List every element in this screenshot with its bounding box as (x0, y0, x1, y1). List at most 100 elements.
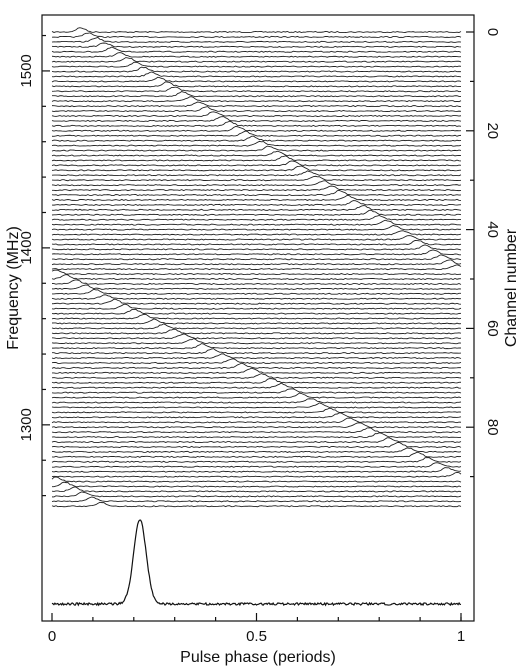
channel-trace-96 (51, 501, 462, 508)
channel-trace-26 (51, 155, 462, 162)
integrated-profile-group (51, 519, 462, 607)
channel-trace-47 (51, 259, 462, 266)
channel-trace-51 (51, 279, 462, 285)
axis-tick-labels: 0 0.5 1 1500 1400 1300 0 20 40 60 80 (18, 28, 501, 645)
channel-trace-17 (51, 111, 462, 117)
channel-trace-56 (51, 303, 462, 310)
channel-trace-66 (51, 353, 462, 360)
channel-trace-61 (51, 328, 462, 335)
axis-ticks (42, 31, 474, 621)
channel-trace-35 (51, 200, 462, 206)
channel-trace-52 (51, 284, 462, 290)
channel-trace-34 (51, 194, 462, 201)
channel-trace-86 (51, 451, 462, 458)
channel-trace-8 (51, 66, 462, 73)
channel-trace-62 (51, 333, 462, 340)
channel-trace-33 (51, 190, 462, 197)
channel-trace-67 (51, 358, 462, 364)
channel-trace-39 (51, 219, 462, 226)
channel-trace-12 (51, 86, 462, 93)
freq-tick-label-2: 1300 (18, 408, 35, 441)
integrated-profile-line (51, 519, 462, 607)
channel-trace-80 (51, 422, 462, 429)
channel-trace-9 (51, 71, 462, 78)
channel-trace-16 (51, 106, 462, 113)
channel-trace-0 (51, 27, 462, 34)
channel-trace-41 (51, 230, 462, 236)
freq-tick-label-1: 1400 (18, 231, 35, 264)
channel-trace-64 (52, 343, 462, 350)
channel-tick-label-4: 80 (484, 419, 501, 436)
channel-trace-88 (51, 462, 462, 468)
channel-tick-label-3: 60 (484, 320, 501, 337)
channel-trace-22 (51, 135, 462, 142)
channel-trace-19 (51, 120, 462, 127)
plot-frame (41, 14, 475, 622)
channel-trace-72 (51, 382, 462, 389)
channel-trace-29 (51, 170, 462, 177)
channel-trace-46 (51, 254, 462, 261)
channel-trace-2 (51, 36, 462, 43)
channel-trace-36 (51, 205, 462, 211)
channel-trace-20 (51, 125, 462, 132)
x-tick-label-0: 0 (48, 628, 56, 645)
channel-tick-label-2: 40 (484, 221, 501, 238)
channel-trace-18 (51, 116, 462, 122)
channel-trace-43 (51, 240, 462, 246)
channel-trace-11 (51, 81, 462, 88)
channel-trace-27 (51, 160, 462, 167)
channel-trace-24 (51, 145, 462, 152)
channel-trace-28 (51, 165, 462, 172)
channel-trace-71 (51, 378, 462, 384)
channel-trace-50 (51, 274, 462, 281)
channel-trace-63 (51, 338, 462, 345)
channel-tick-label-1: 20 (484, 122, 501, 139)
channel-traces (51, 27, 462, 508)
channel-trace-57 (51, 308, 462, 315)
channel-tick-label-0: 0 (484, 28, 501, 36)
channel-trace-5 (51, 52, 462, 58)
channel-trace-6 (51, 57, 462, 63)
channel-trace-65 (51, 348, 462, 355)
channel-trace-25 (51, 150, 462, 157)
channel-trace-92 (51, 481, 462, 488)
channel-trace-21 (51, 130, 462, 137)
channel-trace-45 (51, 249, 462, 256)
channel-trace-93 (51, 486, 462, 493)
right-axis-label: Channel number (503, 228, 520, 347)
x-tick-label-2: 1 (457, 628, 465, 645)
channel-trace-37 (51, 209, 462, 216)
channel-trace-87 (51, 457, 462, 463)
channel-trace-54 (51, 294, 462, 300)
channel-trace-68 (51, 362, 462, 369)
channel-trace-70 (51, 373, 462, 379)
channel-trace-85 (51, 447, 462, 453)
channel-trace-73 (51, 388, 462, 394)
x-axis-label: Pulse phase (periods) (180, 649, 336, 666)
channel-trace-44 (51, 244, 462, 251)
channel-trace-94 (51, 491, 462, 498)
channel-trace-77 (51, 407, 462, 414)
channel-trace-91 (51, 476, 462, 483)
channel-trace-76 (51, 402, 462, 409)
channel-trace-10 (51, 76, 462, 83)
channel-trace-49 (51, 269, 462, 276)
channel-trace-13 (52, 91, 462, 98)
channel-trace-59 (51, 318, 462, 325)
channel-trace-30 (51, 175, 462, 182)
channel-trace-38 (51, 214, 462, 221)
channel-trace-53 (51, 288, 462, 295)
channel-trace-32 (51, 185, 462, 192)
channel-trace-1 (51, 32, 462, 38)
channel-trace-7 (51, 61, 462, 68)
channel-trace-95 (51, 496, 462, 503)
channel-trace-48 (51, 264, 462, 271)
channel-trace-4 (51, 46, 462, 53)
channel-trace-69 (51, 367, 462, 374)
freq-tick-label-0: 1500 (18, 54, 35, 87)
channel-trace-42 (51, 235, 462, 241)
channel-trace-75 (51, 398, 462, 404)
channel-trace-78 (51, 412, 462, 419)
channel-trace-79 (51, 417, 462, 424)
